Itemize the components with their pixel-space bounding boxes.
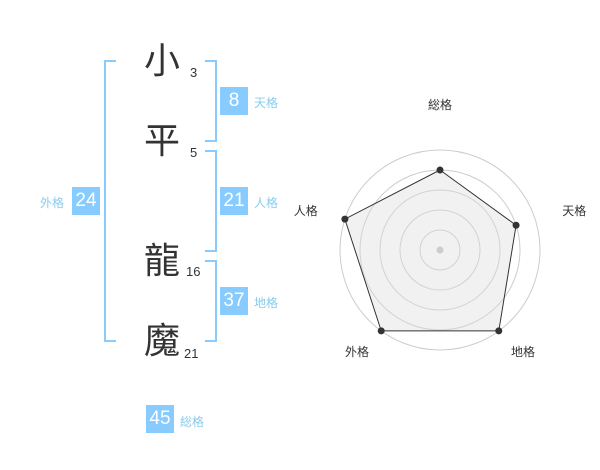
data-point	[436, 166, 444, 174]
stroke-count: 21	[184, 346, 199, 361]
axis-label: 天格	[562, 203, 586, 218]
chikaku-bracket	[205, 260, 217, 342]
jinkaku-value: 21	[220, 187, 248, 215]
name-char: 小	[143, 41, 180, 82]
name-char: 魔	[143, 321, 180, 362]
grid-ring	[339, 149, 541, 351]
stroke-count: 16	[186, 264, 201, 279]
data-point	[377, 327, 385, 335]
chikaku-label: 地格	[254, 296, 279, 310]
tenkaku-label: 天格	[254, 96, 279, 110]
tenkaku-value: 8	[220, 87, 248, 115]
soukaku-value: 45	[146, 405, 174, 433]
jinkaku-bracket	[205, 150, 217, 252]
stroke-count: 5	[190, 145, 198, 160]
axis-label: 外格	[345, 344, 369, 359]
center-dot	[436, 246, 444, 254]
gaikaku-label: 外格	[40, 196, 65, 210]
axis-label: 人格	[294, 203, 318, 218]
data-point	[495, 327, 503, 335]
grid-ring	[379, 189, 501, 311]
tenkaku-bracket	[205, 60, 217, 142]
chikaku-value: 37	[220, 287, 248, 315]
gaikaku-bracket	[104, 60, 116, 342]
grid-ring	[399, 209, 481, 291]
jinkaku-label: 人格	[254, 196, 279, 210]
soukaku-label: 総格	[180, 415, 205, 429]
gaikaku-value: 24	[72, 187, 100, 215]
axis-label: 総格	[428, 97, 452, 112]
name-char: 平	[143, 121, 180, 162]
grid-ring	[419, 229, 461, 271]
data-point	[512, 221, 520, 229]
axis-label: 地格	[511, 344, 535, 359]
data-point	[341, 215, 349, 223]
stroke-count: 3	[190, 65, 198, 80]
data-area	[344, 169, 517, 332]
name-char: 龍	[143, 241, 180, 282]
